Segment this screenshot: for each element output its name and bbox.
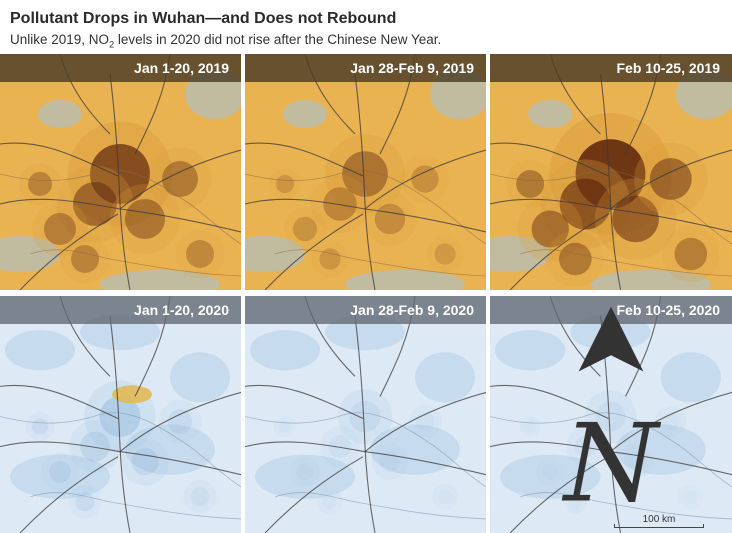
map-panel-jan-2019: Jan 1-20, 2019	[0, 54, 241, 290]
map-panel-grid: Jan 1-20, 2019 Jan 28-Feb 9, 2019 Feb 10…	[0, 54, 732, 533]
map-image	[245, 296, 486, 533]
map-image	[490, 296, 732, 533]
panel-date-label: Feb 10-25, 2019	[490, 54, 732, 82]
scale-bar: 100 km	[614, 514, 704, 530]
panel-date-label: Jan 28-Feb 9, 2020	[245, 296, 486, 324]
scale-bar-label: 100 km	[642, 514, 676, 525]
map-image	[0, 54, 241, 290]
map-panel-late-jan-2020: Jan 28-Feb 9, 2020	[245, 296, 486, 533]
north-arrow-icon: N	[561, 306, 662, 527]
north-label: N	[561, 402, 662, 527]
map-panel-jan-2020: Jan 1-20, 2020	[0, 296, 241, 533]
map-subtitle: Unlike 2019, NO2 levels in 2020 did not …	[10, 32, 441, 50]
map-panel-late-jan-2019: Jan 28-Feb 9, 2019	[245, 54, 486, 290]
panel-date-label: Jan 1-20, 2019	[0, 54, 241, 82]
panel-date-label: Jan 1-20, 2020	[0, 296, 241, 324]
panel-date-label: Jan 28-Feb 9, 2019	[245, 54, 486, 82]
subtitle-part-1: Unlike 2019, NO	[10, 32, 110, 47]
map-title: Pollutant Drops in Wuhan—and Does not Re…	[10, 10, 397, 27]
map-image	[490, 54, 732, 290]
subtitle-subscript: 2	[109, 39, 115, 50]
map-panel-feb-2019: Feb 10-25, 2019	[490, 54, 732, 290]
map-image	[245, 54, 486, 290]
map-panel-feb-2020: Feb 10-25, 2020 100 km N	[490, 296, 732, 533]
map-image	[0, 296, 241, 533]
scale-bar-line	[614, 524, 704, 528]
subtitle-part-2: levels in 2020 did not rise after the Ch…	[114, 32, 442, 47]
